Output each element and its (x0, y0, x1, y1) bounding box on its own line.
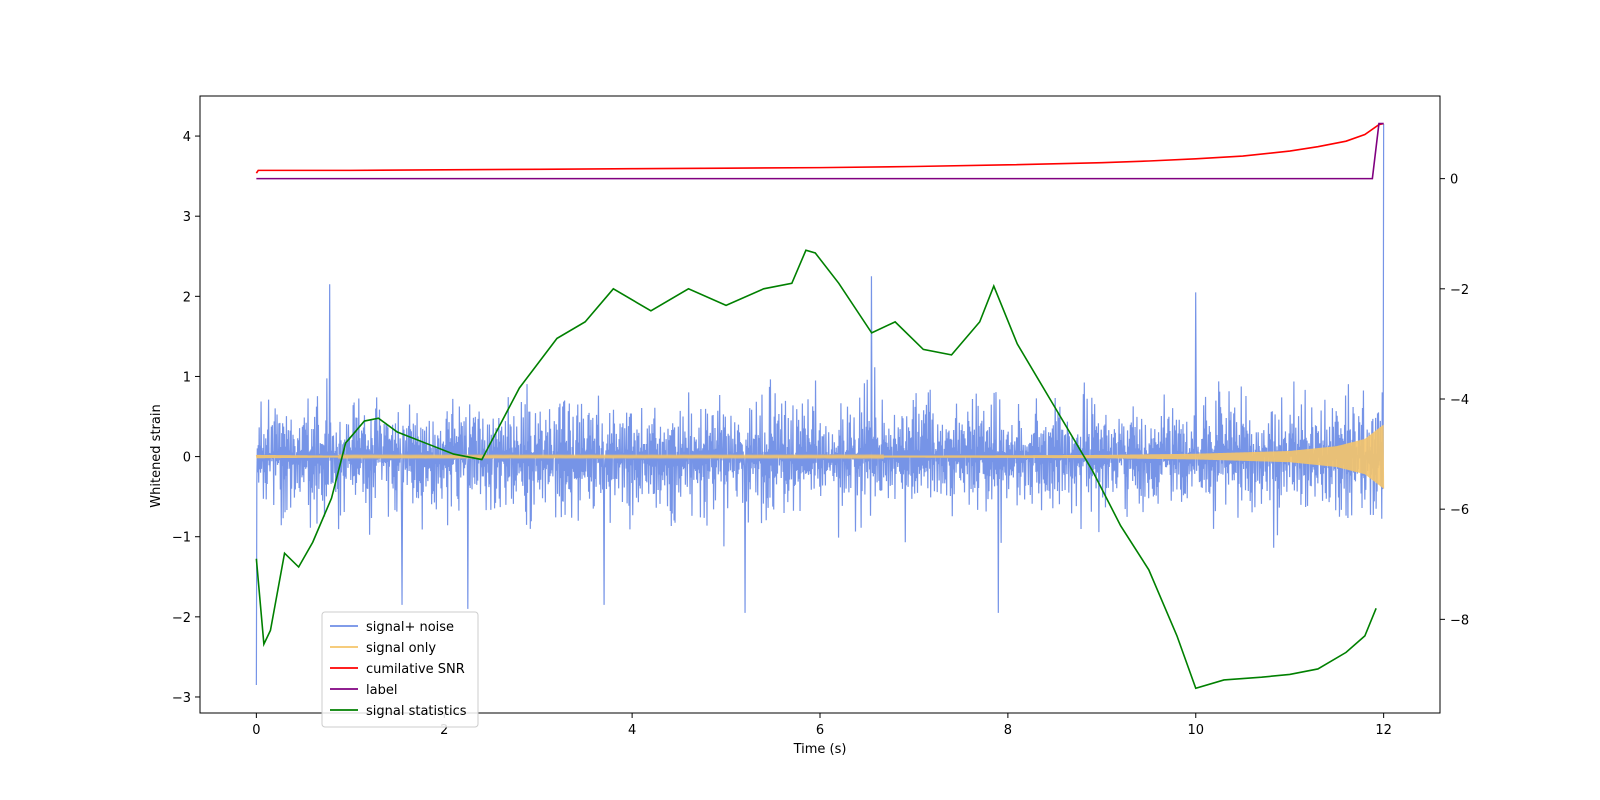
series-cumilative-snr-line (255, 122, 1384, 174)
x-axis-label: Time (s) (793, 742, 847, 757)
x-tick-label: 4 (628, 723, 636, 738)
y-tick-label: −2 (172, 611, 191, 626)
series-signal-statistics-line (255, 249, 1377, 690)
y-tick-label: 1 (183, 370, 191, 385)
y-tick-label: −1 (172, 531, 191, 546)
legend-label-label: label (366, 683, 397, 698)
y2-tick-label: −6 (1450, 503, 1469, 518)
y-axis-right: −8 −6 −4 −2 0 (1440, 173, 1469, 628)
y-axis-left: −3 −2 −1 0 1 2 3 4 (172, 130, 200, 706)
x-tick-label: 8 (1004, 723, 1012, 738)
legend-box (321, 611, 479, 728)
y-tick-label: 4 (183, 130, 191, 145)
legend-label-signal-noise: signal+ noise (366, 620, 454, 635)
legend: signal+ noise signal only cumilative SNR la… (321, 611, 479, 728)
x-axis: 0 2 4 6 8 10 12 (252, 713, 1392, 738)
y2-tick-label: −4 (1450, 393, 1469, 408)
y-tick-label: 0 (183, 451, 191, 466)
series-label-line (256, 122, 1384, 180)
y2-tick-label: −2 (1450, 283, 1469, 298)
y-tick-label: −3 (172, 691, 191, 706)
x-tick-label: 12 (1375, 723, 1392, 738)
legend-label-cumilative-snr: cumilative SNR (366, 662, 465, 677)
x-tick-label: 10 (1187, 723, 1204, 738)
y2-tick-label: 0 (1450, 173, 1458, 188)
series-signal-only-line (255, 424, 1385, 489)
y-tick-label: 2 (183, 290, 191, 305)
x-tick-label: 2 (440, 723, 448, 738)
x-tick-label: 6 (816, 723, 824, 738)
x-tick-label: 0 (252, 723, 260, 738)
series-layer (255, 122, 1385, 690)
y-axis-label: Whitened strain (149, 404, 164, 507)
y-tick-label: 3 (183, 210, 191, 225)
series-signal-noise-line (255, 124, 1385, 685)
y2-tick-label: −8 (1450, 613, 1469, 628)
legend-label-signal-only: signal only (366, 641, 436, 656)
legend-label-signal-statistics: signal statistics (366, 704, 467, 719)
